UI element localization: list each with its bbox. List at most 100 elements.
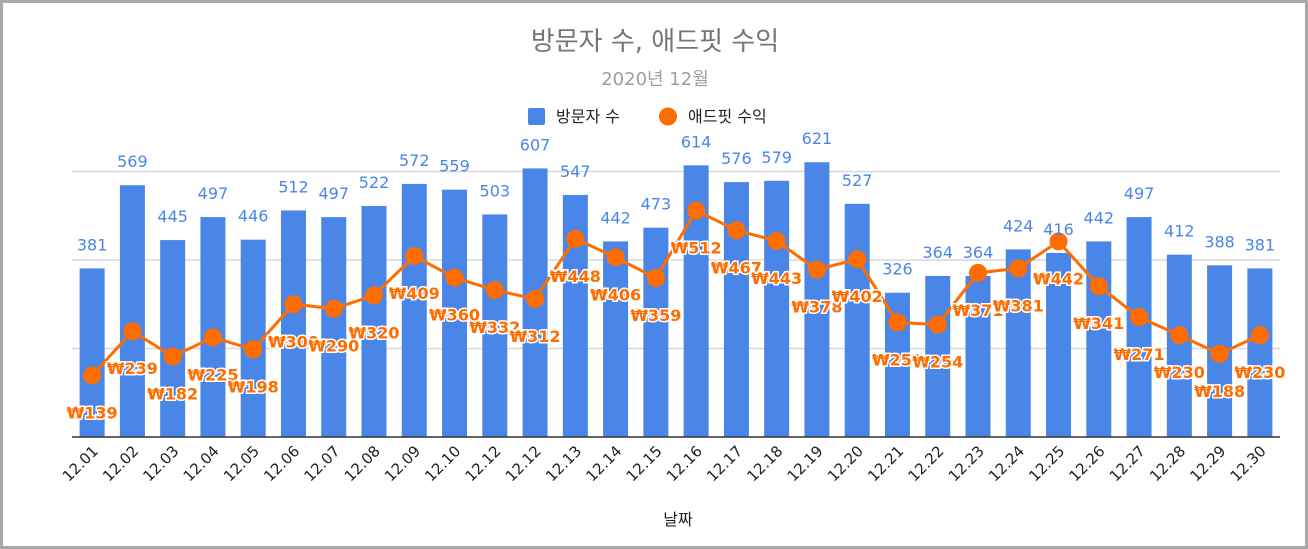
x-tick-label: 12.06 [260,442,303,485]
line-point [1250,326,1269,345]
bar [1005,249,1031,437]
bar-value-label: 569 [117,152,148,171]
x-tick-label: 12.08 [341,442,384,485]
x-tick-label: 12.30 [1227,442,1270,485]
bar-value-label: 512 [278,177,309,196]
x-tick-label: 12.05 [220,442,263,485]
revenue-line [91,208,1261,377]
bar [280,210,306,437]
line-point [606,248,625,267]
line-point [203,328,222,347]
legend-swatch-visitors [528,108,545,125]
x-tick-label: 12.13 [542,442,585,485]
line-point [566,229,585,248]
x-tick-label: 12.15 [623,442,666,485]
line-value-label: ₩341 [1073,314,1124,333]
line-point [848,250,867,269]
line-value-label: ₩360 [429,306,480,325]
line-value-label: ₩409 [389,284,440,303]
x-tick-labels: 12.0112.0212.0312.0412.0512.0612.0712.08… [59,442,1270,485]
x-tick-label: 12.16 [663,442,706,485]
x-tick-label: 12.29 [1186,442,1229,485]
bar [1046,252,1072,437]
bar-value-label: 446 [238,207,269,226]
line-value-label: ₩442 [1033,269,1084,288]
bar-labels: 381 569 445 497 446 512 497 522 572 559 503 607 547 4… [77,129,1275,279]
bar-value-label: 522 [359,173,390,192]
x-tick-label: 12.14 [582,442,625,485]
bar-value-label: 497 [198,184,229,203]
legend: 방문자 수 애드핏 수익 [528,107,767,126]
line-point [163,347,182,366]
line-value-label: ₩139 [67,403,118,422]
bar-value-label: 572 [399,151,430,170]
bar-value-label: 442 [600,208,631,227]
line-value-label: ₩290 [308,337,359,356]
x-tick-label: 12.21 [864,442,907,485]
line-point [526,289,545,308]
line-value-label: ₩443 [751,269,802,288]
line-point [83,366,102,385]
bar-value-label: 497 [318,184,349,203]
bar [844,203,870,437]
bar-series [79,162,1273,438]
line-point [1089,277,1108,296]
line-point [1130,308,1149,327]
line-point [284,295,303,314]
bar [200,217,226,437]
bar-value-label: 424 [1003,216,1034,235]
line-value-label: ₩188 [1194,382,1245,401]
line-value-label: ₩300 [268,332,319,351]
bar-value-label: 579 [761,148,792,167]
line-value-label: ₩259 [872,350,923,369]
line-value-label: ₩402 [832,287,883,306]
line-value-label: ₩332 [469,318,520,337]
line-labels: ₩139 ₩239 ₩182₩225₩198 ₩300₩290₩320 ₩409 ₩360… [65,237,1287,424]
x-tick-label: 12.28 [1146,442,1189,485]
line-value-label: ₩406 [590,285,641,304]
bar [965,275,991,437]
x-tick-label: 12.26 [1066,442,1109,485]
x-axis-title: 날짜 [663,510,693,529]
x-tick-label: 12.20 [824,442,867,485]
line-point [485,281,504,300]
line-value-label: ₩198 [228,377,279,396]
line-value-label: ₩230 [1154,363,1205,382]
line-point [687,201,706,220]
line-point [928,315,947,334]
line-value-label: ₩312 [510,327,561,346]
line-point [888,313,907,332]
legend-label-visitors: 방문자 수 [556,107,620,126]
bar-value-label: 364 [963,243,994,262]
chart-title: 방문자 수, 애드핏 수익 [531,27,779,57]
x-tick-label: 12.04 [180,442,223,485]
bar-value-label: 607 [520,135,551,154]
bar-value-label: 388 [1204,232,1235,251]
bar [1126,217,1152,437]
legend-label-revenue: 애드핏 수익 [688,107,767,126]
bar-value-label: 412 [1164,222,1195,241]
line-value-label: ₩381 [993,296,1044,315]
bar-value-label: 442 [1084,208,1115,227]
bar-value-label: 614 [681,132,712,151]
line-point [1210,344,1229,363]
bar-value-label: 576 [721,149,752,168]
line-point [807,260,826,279]
bar [925,275,951,437]
chart-subtitle: 2020년 12월 [601,69,709,90]
line-point [767,231,786,250]
bar-value-label: 445 [157,207,188,226]
bar [482,214,508,437]
line-value-label: ₩254 [912,353,963,372]
bar-value-label: 621 [802,129,833,148]
line-value-label: ₩182 [147,384,198,403]
bar [804,162,830,437]
bar [79,268,105,437]
bar [361,206,387,437]
x-tick-label: 12.27 [1106,442,1149,485]
x-tick-label: 12.09 [381,442,424,485]
x-tick-label: 12.10 [421,442,464,485]
x-tick-label: 12.12 [502,442,545,485]
bar [442,189,468,437]
line-value-label: ₩271 [1114,345,1165,364]
